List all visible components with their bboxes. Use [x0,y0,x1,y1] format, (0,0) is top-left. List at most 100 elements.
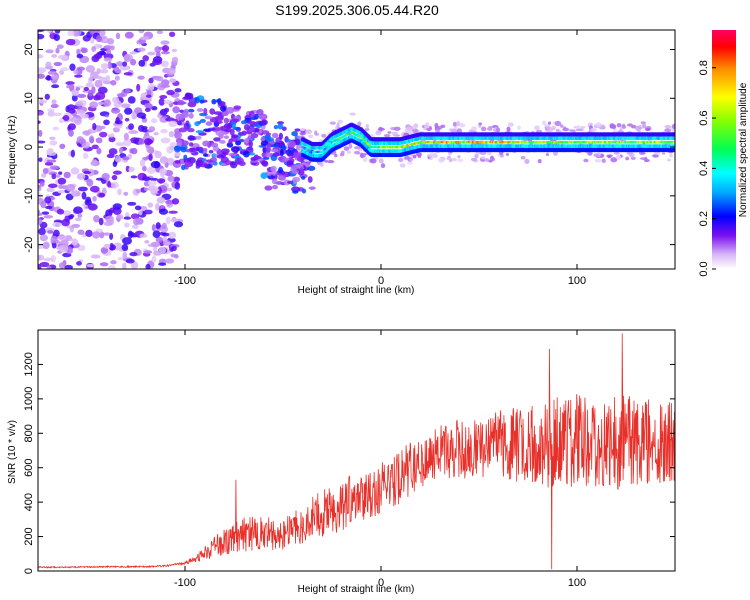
spectrogram-cell [122,251,128,260]
colorbar-label: Normalized spectral amplitude [738,82,749,217]
spectrogram-cell [203,128,211,132]
spectrogram-cell [547,121,552,125]
spectrogram-cell [496,127,501,133]
spectrogram-cell [115,142,126,147]
spectrogram-cell [188,142,194,147]
spectrogram-cell [270,148,279,153]
spectrogram-cell [54,30,61,34]
spectrogram-cell [57,189,65,194]
spectrogram-cell [123,54,131,62]
spectrogram-cell [44,196,52,204]
spectrogram-cell [121,243,129,252]
spectrogram-cell [137,47,146,52]
spectrogram-cell [210,142,219,148]
spectrogram-cell [205,121,213,126]
spectrogram-cell [107,218,115,226]
spectrogram-cell [318,139,323,143]
spectrogram-cell [590,127,597,133]
spectrogram-cell [77,186,88,192]
spectrogram-cell [138,59,146,67]
spectrogram-cell [158,98,165,106]
spectrogram-cell [123,191,129,196]
snr-x-tick-label: -100 [174,577,196,589]
spectrogram-cell [116,214,124,220]
spectrogram-cell [545,152,549,157]
spectrogram-cell [38,157,43,163]
spectrogram-cell [135,189,141,194]
spectrogram-cell [115,32,121,40]
spectrogram-cell [260,119,268,126]
spectrogram-cell [178,127,188,133]
spectrogram-cell [173,145,181,153]
spectrogram-cell [240,120,247,125]
spectrogram-cell [166,157,175,166]
spectrogram-cell [38,67,47,74]
snr-panel: -100 0 100 0 200 400 600 800 1000 1200 Height of… [7,329,676,595]
spectrogram-cell [99,30,106,36]
spectrogram-cell [144,107,151,113]
spectrogram-cell [67,107,76,114]
spectrogram-cell [108,244,116,251]
spectrogram-cell [92,195,97,202]
spectrogram-cell [167,231,177,239]
spectrogram-cell [70,149,76,158]
spectrogram-cell [136,83,141,92]
spectrogram-cell [346,150,352,154]
snr-y-tick-label: 0 [23,568,35,574]
spectrogram-cell [601,158,606,163]
snr-y-tick-label: 600 [23,459,35,477]
spectrogram-cell [305,129,312,135]
spectrogram-cell [175,113,184,121]
spectrogram-cell [131,112,138,120]
spectrogram-cell [459,122,465,128]
spectrogram-cell [40,200,47,209]
spectrogram-cell [141,126,148,130]
spectrogram-cell [199,99,205,104]
spectrogram-cell [399,163,406,168]
spectrogram-cell [314,130,318,136]
spectrogram-cell [223,117,229,124]
spectrogram-cell [52,229,60,238]
spectrogram-cell [89,30,95,35]
spectrogram-cell [619,127,623,131]
spectrogram-cell [78,138,87,145]
spectrogram-cell [110,45,115,51]
spectrogram-cell [416,152,422,157]
spectrogram-cell [145,139,154,145]
spectrogram-cell [625,156,630,161]
spectrogram-cell [70,190,81,197]
spectrogram-cell [666,158,672,162]
spectrogram-cell [278,174,286,181]
snr-y-tick-label: 200 [23,527,35,545]
spectrogram-cell [110,80,117,86]
spectrogram-cell [52,126,60,131]
spectrogram-cell [183,108,189,116]
spectrogram-cell [106,38,115,45]
spectrogram-cell [137,75,145,80]
spectrogram-cell [260,172,268,179]
spectrogram-cell [107,63,113,69]
spectrogram-cell [95,137,103,144]
spectrogram-cell [71,238,79,246]
spectrogram-cell [644,127,651,132]
spectrogram-cell [271,169,277,176]
spectrogram-cell [204,115,213,120]
spectrogram-cell [474,153,479,159]
spectrogram-cell [187,135,195,141]
spectrogram-cell [171,245,177,252]
spectrogram-cell [213,111,223,115]
spectrogram-cell [155,75,164,82]
spectrogram-cell [147,180,157,186]
spectrogram-cell [89,185,100,193]
snr-x-axis: -100 0 100 [174,330,586,589]
spectrogram-cell [79,113,89,119]
spectrogram-cell [122,156,130,161]
spectrogram-cell [109,133,115,137]
spectrogram-cell [253,155,262,160]
spectrogram-cell [62,210,72,216]
spectrogram-cell [71,94,78,102]
snr-y-tick-label: 800 [23,424,35,442]
spectrogram-cell [264,134,271,141]
spectrogram-cell [119,65,130,71]
spectrogram-cell [286,160,294,166]
